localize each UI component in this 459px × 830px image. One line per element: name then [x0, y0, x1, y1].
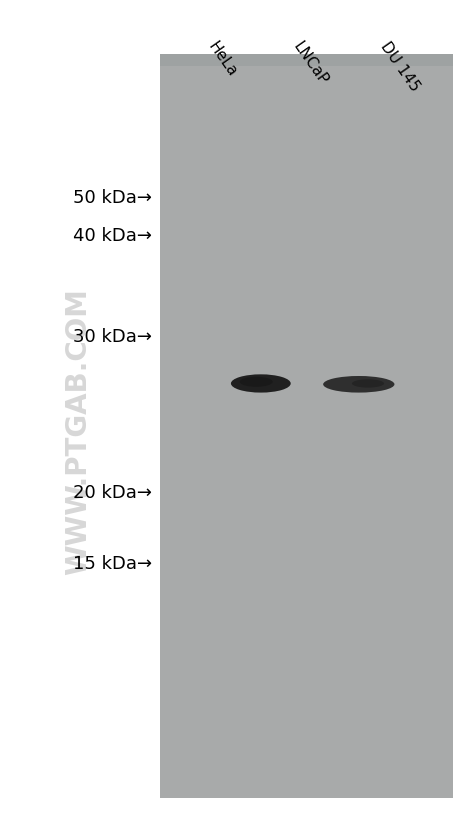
Text: WWW.PTGAB.COM: WWW.PTGAB.COM: [64, 288, 92, 575]
Text: HeLa: HeLa: [204, 40, 239, 80]
Text: 15 kDa→: 15 kDa→: [73, 555, 151, 574]
Text: 40 kDa→: 40 kDa→: [73, 227, 151, 245]
Bar: [160, 54, 452, 66]
Ellipse shape: [239, 377, 272, 387]
Bar: [160, 54, 452, 798]
Text: 20 kDa→: 20 kDa→: [73, 484, 151, 502]
Text: 30 kDa→: 30 kDa→: [73, 328, 151, 346]
Ellipse shape: [351, 379, 383, 388]
Ellipse shape: [230, 374, 290, 393]
Text: LNCaP: LNCaP: [289, 40, 330, 88]
Ellipse shape: [323, 376, 394, 393]
Text: DU 145: DU 145: [376, 40, 421, 95]
Text: 50 kDa→: 50 kDa→: [73, 188, 151, 207]
